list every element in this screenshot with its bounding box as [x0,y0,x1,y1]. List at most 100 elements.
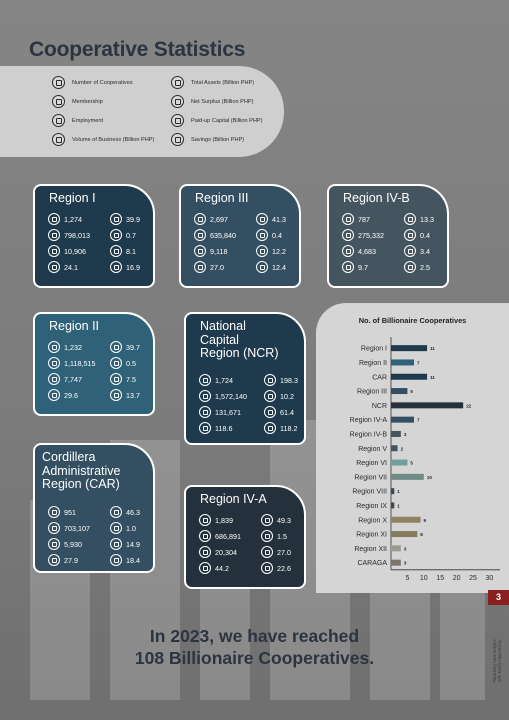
bar [391,516,421,523]
stat-value: 46.3 [126,507,140,517]
region-name: Region III [195,191,249,205]
region-name: Region II [49,319,100,333]
stat-row: 8.1 [110,245,136,257]
stat-value: 10.2 [280,391,294,401]
stat-row: 1.0 [110,522,136,534]
data-label: 22 [466,403,472,408]
page-title: Cooperative Statistics [29,38,246,61]
stat-row: 13.7 [110,389,140,401]
bar [391,473,424,480]
stat-row: 12.4 [256,261,286,273]
stat-row: 1,232 [48,341,82,353]
legend-label: Membership [72,98,103,105]
legend-label: Net Surplus (Billion PHP) [191,98,254,105]
data-label: 5 [410,389,413,394]
x-tick-label: 20 [453,575,461,582]
region-card-region-iv-b: Region IV-B 787 275,332 4,683 9.7 13.3 0… [327,184,449,288]
stat-value: 22.6 [277,563,291,573]
stat-row: 2.5 [404,261,430,273]
stat-value: 13.7 [126,390,140,400]
data-label: 1 [397,503,400,508]
stat-row: 44.2 [199,562,229,574]
bar [391,359,414,366]
stat-value: 3.4 [420,246,430,256]
stat-row: 275,332 [342,229,384,241]
bar [391,488,395,495]
stat-row: 18.4 [110,554,140,566]
surplus-icon [171,95,184,108]
bar [391,402,464,409]
data-label: 3 [404,432,407,437]
stat-value: 198.3 [280,375,298,385]
stat-value: 27.9 [64,555,78,565]
employment-icon [48,245,60,257]
category-label: Region V [358,446,387,453]
assets-icon [110,506,122,518]
category-label: Region III [357,389,387,396]
data-label: 7 [417,360,420,365]
region-card-region-iv-a: Region IV-A 1,839 686,891 20,304 44.2 49… [184,485,306,589]
savings-icon [110,261,122,273]
footer-line: 108 Billionaire Cooperatives. [134,648,375,668]
stat-row: 1,118,515 [48,357,95,369]
region-name-line: Administrative [42,463,121,478]
bar [391,445,398,452]
cooperative-icon [199,514,211,526]
capital-icon [110,373,122,385]
cooperative-icon [342,213,354,225]
footer-line: In 2023, we have reached [149,626,360,646]
stat-value: 1,118,515 [64,358,96,368]
footer-headline: In 2023, we have reached 108 Billionaire… [0,625,509,669]
membership-icon [52,95,65,108]
stat-row: 0.7 [110,229,136,241]
x-tick-label: 10 [420,575,428,582]
capital-icon [110,538,122,550]
bar [391,502,395,509]
stat-row: 9,118 [194,245,227,257]
capital-icon [256,245,268,257]
stat-row: 10.2 [264,390,294,402]
stat-value: 39.9 [126,214,140,224]
volume-icon [342,261,354,273]
volume-icon [199,422,211,434]
stat-value: 951 [64,507,76,517]
membership-icon [199,530,211,542]
data-label: 8 [420,532,423,537]
data-label: 9 [424,518,427,523]
region-card-region-iii: Region III 2,697 635,840 9,118 27.0 41.3… [179,184,301,288]
stat-row: 2,697 [194,213,228,225]
stat-value: 1,572,140 [215,391,247,401]
legend-label: Savings (Billion PHP) [191,136,245,143]
bar [391,345,428,352]
stat-value: 131,671 [215,407,241,417]
region-card-car: Cordillera Administrative Region (CAR) 9… [33,443,155,573]
employment-icon [48,538,60,550]
stat-value: 787 [358,214,370,224]
stat-value: 49.3 [277,515,291,525]
assets-icon [404,213,416,225]
assets-icon [261,514,273,526]
cooperative-icon [48,506,60,518]
region-name-line: Capital [200,332,239,347]
stat-value: 44.2 [215,563,229,573]
savings-icon [110,389,122,401]
data-label: 11 [430,375,435,380]
volume-icon [48,554,60,566]
region-card-ncr: National Capital Region (NCR) 1,724 1,57… [184,312,306,445]
stat-value: 61.4 [280,407,294,417]
legend-item: Membership [52,95,103,108]
category-label: Region II [359,360,387,367]
stat-row: 12.2 [256,245,286,257]
stat-row: 1.5 [261,530,287,542]
cooperative-icon [48,341,60,353]
legend-label: Paid-up Capital (Billion PHP) [191,117,263,124]
stat-value: 4,683 [358,246,376,256]
stat-row: 798,013 [48,229,90,241]
category-label: CARAGA [357,560,387,567]
category-label: Region IV-B [350,431,388,438]
stat-value: 29.6 [64,390,78,400]
stat-value: 27.0 [210,262,224,272]
stat-row: 39.9 [110,213,140,225]
stat-row: 16.9 [110,261,140,273]
membership-icon [342,229,354,241]
